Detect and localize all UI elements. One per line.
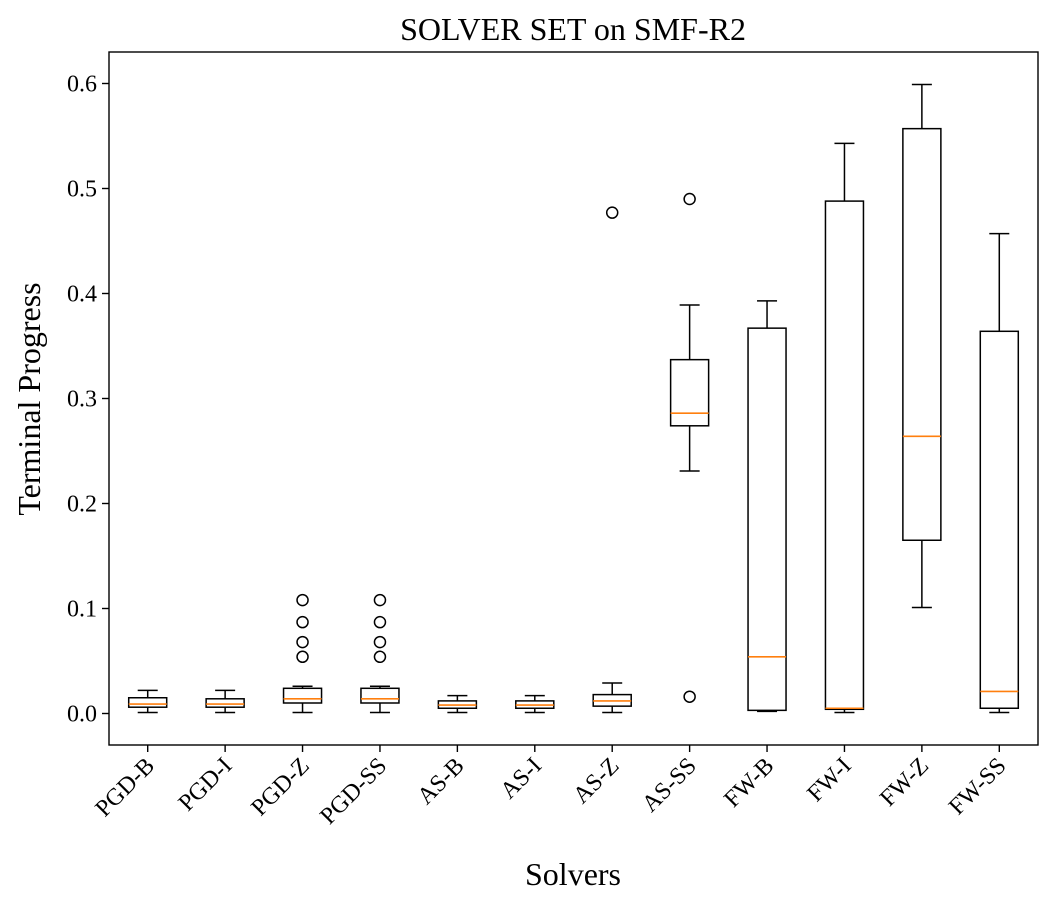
y-tick-label: 0.4 bbox=[67, 282, 97, 308]
box-iqr bbox=[360, 687, 400, 704]
x-tick-label: AS-B bbox=[413, 753, 470, 810]
outlier-point bbox=[373, 615, 387, 629]
x-tick-label: PGD-I bbox=[174, 753, 238, 817]
plot-frame bbox=[108, 51, 1039, 746]
box-iqr bbox=[669, 358, 710, 427]
outlier-point bbox=[683, 192, 696, 206]
outlier-point bbox=[296, 615, 309, 629]
y-tick-label: 0.0 bbox=[67, 702, 97, 728]
x-tick-label: FW-I bbox=[802, 753, 856, 807]
x-tick-label: AS-I bbox=[496, 753, 547, 804]
x-tick-label: AS-SS bbox=[637, 753, 702, 818]
outlier-point bbox=[373, 593, 387, 607]
outlier-point bbox=[296, 593, 309, 607]
y-axis-label: Terminal Progress bbox=[11, 282, 47, 515]
outlier-point bbox=[373, 635, 387, 649]
box-iqr bbox=[902, 127, 942, 541]
box-iqr bbox=[979, 330, 1020, 709]
x-tick-label: AS-Z bbox=[568, 753, 624, 809]
x-tick-label: FW-B bbox=[719, 753, 779, 813]
outlier-point bbox=[605, 206, 619, 219]
box-iqr bbox=[824, 200, 865, 711]
outlier-point bbox=[296, 650, 309, 664]
chart-title: SOLVER SET on SMF-R2 bbox=[400, 11, 746, 47]
outlier-point bbox=[683, 690, 696, 703]
box-iqr bbox=[747, 327, 787, 712]
box-iqr bbox=[127, 697, 168, 708]
plot-area: 0.0 0.1 0.2 0.3 0.4 0.5 0.6 PGD-B PGD-I PGD-Z PGD-… bbox=[67, 51, 1039, 830]
box-iqr bbox=[205, 698, 245, 708]
outlier-point bbox=[296, 635, 309, 649]
y-tick-label: 0.1 bbox=[67, 597, 97, 623]
x-tick-label: PGD-SS bbox=[315, 753, 392, 830]
x-tick-label: PGD-Z bbox=[246, 753, 314, 821]
x-tick-label: FW-SS bbox=[944, 753, 1011, 820]
x-tick-label: PGD-B bbox=[91, 753, 160, 822]
outlier-point bbox=[373, 650, 387, 664]
box-iqr bbox=[282, 687, 323, 704]
y-tick-label: 0.5 bbox=[67, 177, 97, 203]
x-tick-label: FW-Z bbox=[875, 753, 934, 812]
y-tick-label: 0.6 bbox=[67, 72, 97, 98]
y-tick-label: 0.2 bbox=[67, 492, 97, 518]
y-tick-label: 0.3 bbox=[67, 387, 97, 413]
x-axis-label: Solvers bbox=[525, 856, 621, 892]
